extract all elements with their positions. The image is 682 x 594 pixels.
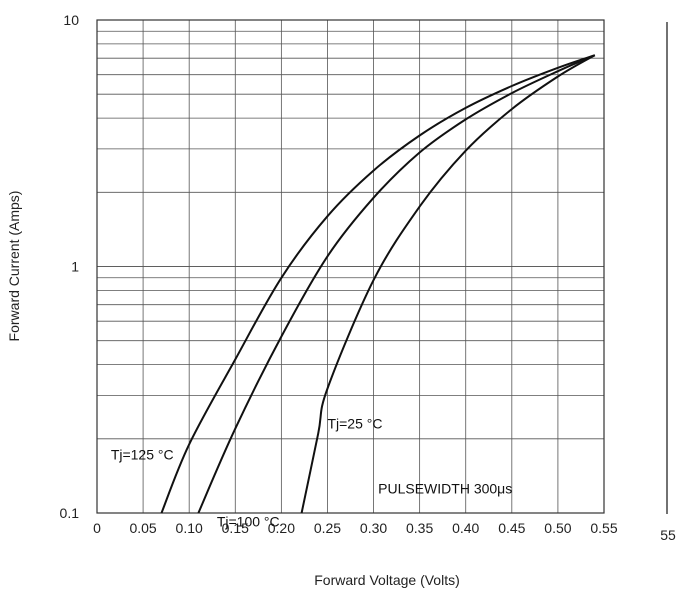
annotation-label: PULSEWIDTH 300μs [378, 480, 512, 496]
stray-tick-label: 55 [660, 527, 676, 543]
x-tick-label: 0.25 [314, 520, 341, 536]
x-tick-label: 0.35 [406, 520, 433, 536]
plot-frame [96, 19, 605, 514]
annotations: Tj=125 °C Tj=100 °C Tj=25 °C PULSEWIDTH 300… [111, 416, 512, 530]
x-tick-label: 0.55 [590, 520, 617, 536]
x-tick-label: 0.30 [360, 520, 387, 536]
y-axis-label: Forward Current (Amps) [6, 191, 22, 342]
x-tick-labels: 0 0.05 0.10 0.15 0.20 0.25 0.30 0.35 0.40 0.45 0.5… [93, 520, 618, 536]
y-tick-label: 10 [63, 12, 79, 28]
series-line-2 [300, 54, 596, 514]
series-line-0 [160, 54, 596, 514]
curves [160, 54, 596, 514]
y-tick-labels: 0.1 1 10 [60, 12, 80, 521]
x-axis-label: Forward Voltage (Volts) [314, 572, 460, 588]
annotation-label: Tj=125 °C [111, 446, 174, 462]
x-tick-label: 0.20 [268, 520, 295, 536]
x-tick-label: 0.15 [222, 520, 249, 536]
x-tick-label: 0.10 [176, 520, 203, 536]
grid [96, 19, 605, 514]
series-line-1 [197, 54, 596, 514]
y-tick-label: 1 [71, 259, 79, 275]
y-tick-label: 0.1 [60, 505, 80, 521]
x-tick-label: 0.05 [129, 520, 156, 536]
x-tick-label: 0 [93, 520, 101, 536]
x-tick-label: 0.40 [452, 520, 479, 536]
annotation-label: Tj=25 °C [327, 416, 382, 432]
x-tick-label: 0.45 [498, 520, 525, 536]
annotation-label: Tj=100 °C [217, 514, 280, 530]
x-tick-label: 0.50 [544, 520, 571, 536]
